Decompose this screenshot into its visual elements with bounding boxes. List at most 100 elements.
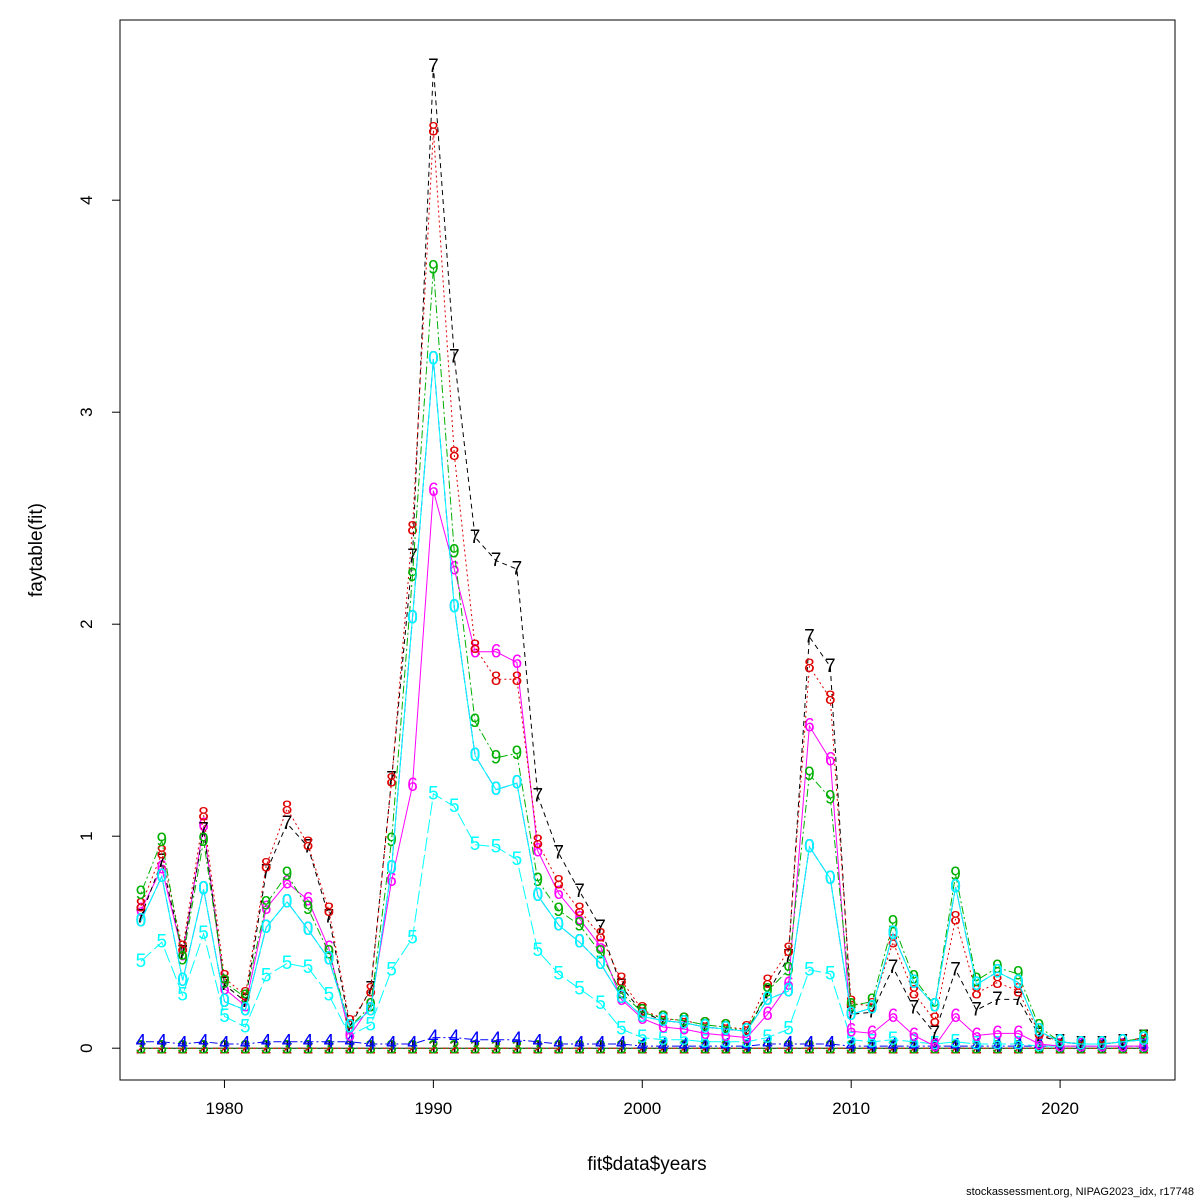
data-point: 1 [303, 1038, 314, 1059]
data-point: 8 [386, 771, 397, 792]
data-point: 2 [888, 1038, 899, 1059]
data-point: 6 [846, 1021, 857, 1042]
data-point: 9 [595, 942, 606, 963]
series-line [140, 66, 1144, 1045]
data-point: 5 [846, 1029, 857, 1050]
data-point: 6 [282, 872, 293, 893]
data-point: 4 [470, 1029, 481, 1050]
data-point: 4 [909, 1036, 920, 1057]
data-point: 6 [240, 995, 251, 1016]
data-point: 2 [700, 1038, 711, 1059]
data-point: 4 [282, 1031, 293, 1052]
data-point: 1 [219, 1038, 230, 1059]
data-point: 0 [1097, 1034, 1108, 1055]
data-point: 1 [783, 1038, 794, 1059]
data-point: 3 [679, 1038, 690, 1059]
data-point: 4 [365, 1034, 376, 1055]
data-point: 8 [157, 843, 168, 864]
data-point: 3 [888, 1038, 899, 1059]
data-point: 2 [449, 1038, 460, 1059]
data-point: 3 [1013, 1038, 1024, 1059]
data-point: 8 [491, 669, 502, 690]
data-point: 6 [512, 652, 523, 673]
data-point: 0 [595, 953, 606, 974]
data-point: 6 [303, 889, 314, 910]
data-point: 3 [950, 1038, 961, 1059]
data-point: 0 [616, 987, 627, 1008]
data-point: 3 [971, 1038, 982, 1059]
data-point: 7 [950, 959, 961, 980]
data-point: 0 [888, 923, 899, 944]
data-point: 4 [741, 1036, 752, 1057]
data-point: 5 [407, 928, 418, 949]
data-point: 3 [1138, 1038, 1149, 1059]
data-point: 6 [762, 1004, 773, 1025]
data-point: 3 [909, 1038, 920, 1059]
data-point: 9 [846, 995, 857, 1016]
data-point: 9 [950, 864, 961, 885]
series-line [140, 1037, 1144, 1047]
data-point: 6 [261, 898, 272, 919]
data-point: 6 [491, 641, 502, 662]
data-point: 4 [637, 1036, 648, 1057]
data-point: 2 [930, 1038, 941, 1059]
data-point: 5 [177, 985, 188, 1006]
data-point: 4 [658, 1036, 669, 1057]
data-point: 8 [909, 983, 920, 1004]
data-point: 9 [700, 1014, 711, 1035]
data-point: 5 [930, 1034, 941, 1055]
data-point: 3 [177, 1038, 188, 1059]
data-point: 0 [553, 915, 564, 936]
data-point: 9 [867, 991, 878, 1012]
data-point: 5 [136, 951, 147, 972]
data-point: 8 [637, 1000, 648, 1021]
data-point: 4 [867, 1036, 878, 1057]
data-point: 3 [616, 1038, 627, 1059]
data-point: 7 [762, 983, 773, 1004]
data-point: 5 [324, 985, 335, 1006]
data-point: 7 [574, 881, 585, 902]
data-point: 6 [783, 974, 794, 995]
data-point: 7 [888, 957, 899, 978]
data-point: 6 [888, 1006, 899, 1027]
data-point: 4 [553, 1034, 564, 1055]
data-point: 4 [198, 1031, 209, 1052]
data-point: 0 [679, 1012, 690, 1033]
data-point: 9 [407, 565, 418, 586]
data-point: 8 [219, 968, 230, 989]
data-point: 7 [533, 785, 544, 806]
data-point: 0 [762, 989, 773, 1010]
data-point: 3 [386, 1038, 397, 1059]
data-point: 0 [282, 891, 293, 912]
data-point: 8 [595, 925, 606, 946]
data-point: 8 [261, 855, 272, 876]
data-point: 3 [867, 1038, 878, 1059]
data-point: 9 [721, 1017, 732, 1038]
data-point: 3 [324, 1038, 335, 1059]
data-point: 3 [136, 1038, 147, 1059]
data-point: 7 [512, 559, 523, 580]
data-point: 3 [721, 1038, 732, 1059]
data-point: 6 [1118, 1036, 1129, 1057]
data-point: 5 [449, 796, 460, 817]
data-point: 7 [470, 527, 481, 548]
data-point: 2 [345, 1038, 356, 1059]
data-point: 3 [1055, 1038, 1066, 1059]
data-point: 6 [1138, 1036, 1149, 1057]
data-point: 4 [679, 1036, 690, 1057]
data-point: 8 [930, 1010, 941, 1031]
data-point: 5 [1013, 1034, 1024, 1055]
data-point: 8 [1034, 1023, 1045, 1044]
data-point: 7 [219, 974, 230, 995]
data-point: 6 [930, 1036, 941, 1057]
data-point: 0 [386, 858, 397, 879]
y-tick-label: 1 [77, 831, 96, 840]
data-point: 1 [240, 1038, 251, 1059]
data-point: 8 [616, 970, 627, 991]
data-point: 1 [553, 1038, 564, 1059]
data-point: 7 [825, 656, 836, 677]
data-point: 5 [595, 993, 606, 1014]
data-point: 6 [595, 936, 606, 957]
